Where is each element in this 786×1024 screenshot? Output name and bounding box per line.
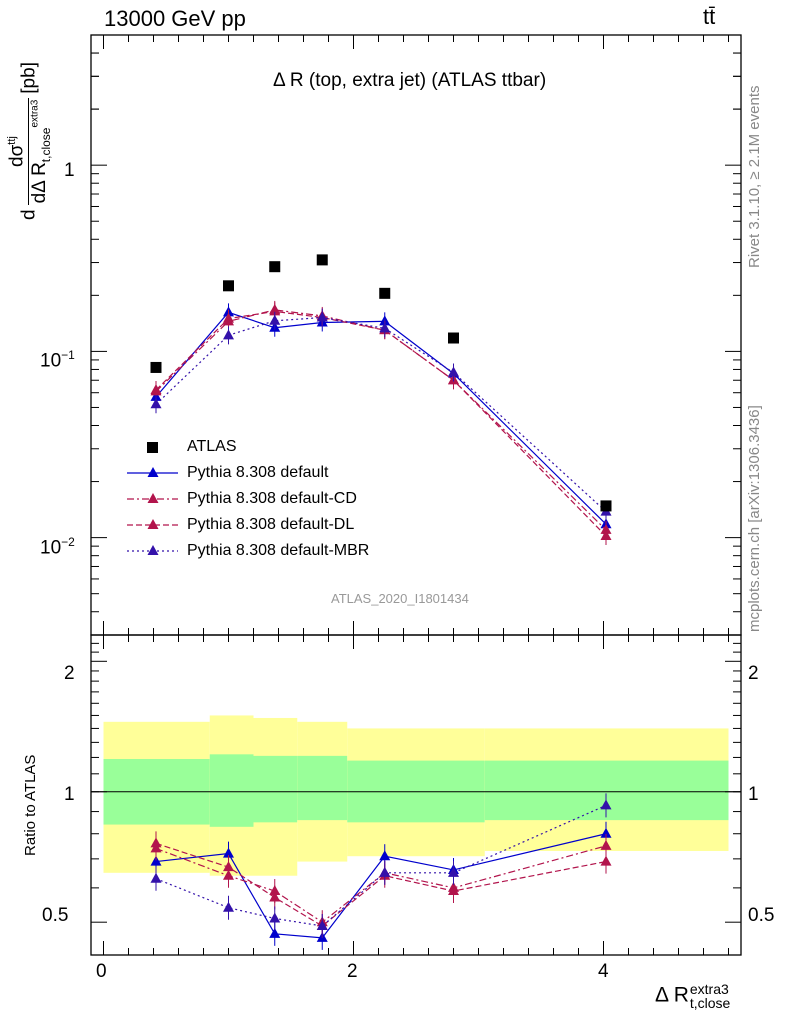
point-ratio — [223, 901, 234, 912]
legend-marker-3 — [147, 545, 159, 555]
ratio-ytick-label-2-left: 2 — [64, 663, 75, 684]
point-main — [448, 366, 459, 377]
point-main — [223, 329, 234, 340]
legend-marker-2 — [147, 519, 159, 529]
point-ratio — [379, 866, 391, 877]
point-ratio — [223, 847, 234, 858]
point-ratio — [448, 866, 459, 877]
atlas-data-point — [448, 332, 459, 344]
ratio-plot-frame — [90, 634, 742, 956]
ratio-ytick-label-2-right: 2 — [748, 663, 759, 684]
xtick-label-2: 2 — [347, 961, 358, 982]
plot-title: Δ R (top, extra jet) (ATLAS ttbar) — [273, 70, 547, 91]
legend-marker-atlas — [147, 442, 158, 453]
point-ratio — [448, 885, 459, 896]
ratio-plot-border — [90, 634, 742, 956]
point-main — [269, 314, 281, 325]
atlas-data-point — [316, 254, 328, 266]
point-ratio — [269, 912, 281, 923]
point-ratio — [379, 850, 391, 861]
legend-marker-1 — [147, 493, 159, 503]
point-ratio — [600, 827, 612, 838]
analysis-id: ATLAS_2020_I1801434 — [331, 591, 469, 606]
ratio-y-axis-label: Ratio to ATLAS — [22, 754, 39, 856]
legend-label-default-mbr: Pythia 8.308 default-MBR — [187, 542, 370, 559]
atlas-data-point — [223, 280, 234, 292]
point-ratio — [600, 839, 612, 850]
series-atlas — [150, 254, 612, 512]
series-pythia-8-308-default-mbr — [150, 308, 612, 938]
point-ratio — [223, 861, 234, 872]
process-label: tt̄ — [703, 4, 716, 29]
point-main — [150, 384, 162, 395]
inner-band-bin-2 — [253, 755, 298, 823]
legend-label-default: Pythia 8.308 default — [187, 464, 329, 481]
mcplots-label: mcplots.cern.ch [arXiv:1306.3436] — [746, 405, 763, 632]
ratio-ytick-label-0.5-right: 0.5 — [748, 905, 775, 926]
legend-label-default-dl: Pythia 8.308 default-DL — [187, 516, 355, 533]
inner-band-bin-5 — [484, 760, 729, 821]
ratio-ytick-label-0.5-left: 0.5 — [42, 905, 69, 926]
atlas-data-point — [269, 261, 281, 273]
series-line-main — [155, 316, 607, 513]
xtick-label-0: 0 — [96, 961, 107, 982]
point-main — [316, 311, 328, 322]
legend-marker-0 — [147, 467, 159, 477]
point-main — [379, 322, 391, 333]
point-ratio — [269, 891, 281, 902]
main-ytick-label-0.1: 10−1 — [40, 348, 75, 372]
point-ratio — [150, 872, 162, 883]
xtick-label-4: 4 — [598, 961, 609, 982]
ratio-ytick-label-1-right: 1 — [748, 784, 759, 805]
point-ratio — [150, 837, 162, 848]
inner-band-bin-1 — [209, 754, 254, 827]
atlas-data-point — [379, 287, 391, 299]
point-ratio — [600, 855, 612, 866]
legend-label-default-cd: Pythia 8.308 default-CD — [187, 490, 357, 507]
point-ratio — [316, 919, 328, 930]
point-main — [223, 312, 234, 323]
ratio-ytick-label-1-left: 1 — [64, 784, 75, 805]
energy-label: 13000 GeV pp — [104, 6, 246, 31]
point-ratio — [600, 799, 612, 810]
rivet-version-label: Rivet 3.1.10, ≥ 2.1M events — [746, 85, 763, 269]
main-ytick-label-1: 1 — [64, 160, 75, 181]
ratio-uncertainty-bands — [103, 715, 729, 876]
point-main — [600, 530, 612, 541]
legend-label-atlas: ATLAS — [187, 438, 237, 455]
inner-band-bin-3 — [297, 755, 348, 821]
point-main — [150, 398, 162, 409]
atlas-data-point — [150, 361, 162, 373]
main-y-axis-label: d dσttj dΔ Rt,closeextra3 [pb] — [6, 62, 54, 220]
main-ytick-label-0.01: 10−2 — [40, 535, 75, 559]
point-ratio — [150, 855, 162, 866]
point-ratio — [269, 927, 281, 938]
atlas-data-point — [600, 500, 612, 512]
series-layer — [150, 254, 612, 950]
legend — [127, 442, 178, 555]
point-main — [269, 305, 281, 316]
